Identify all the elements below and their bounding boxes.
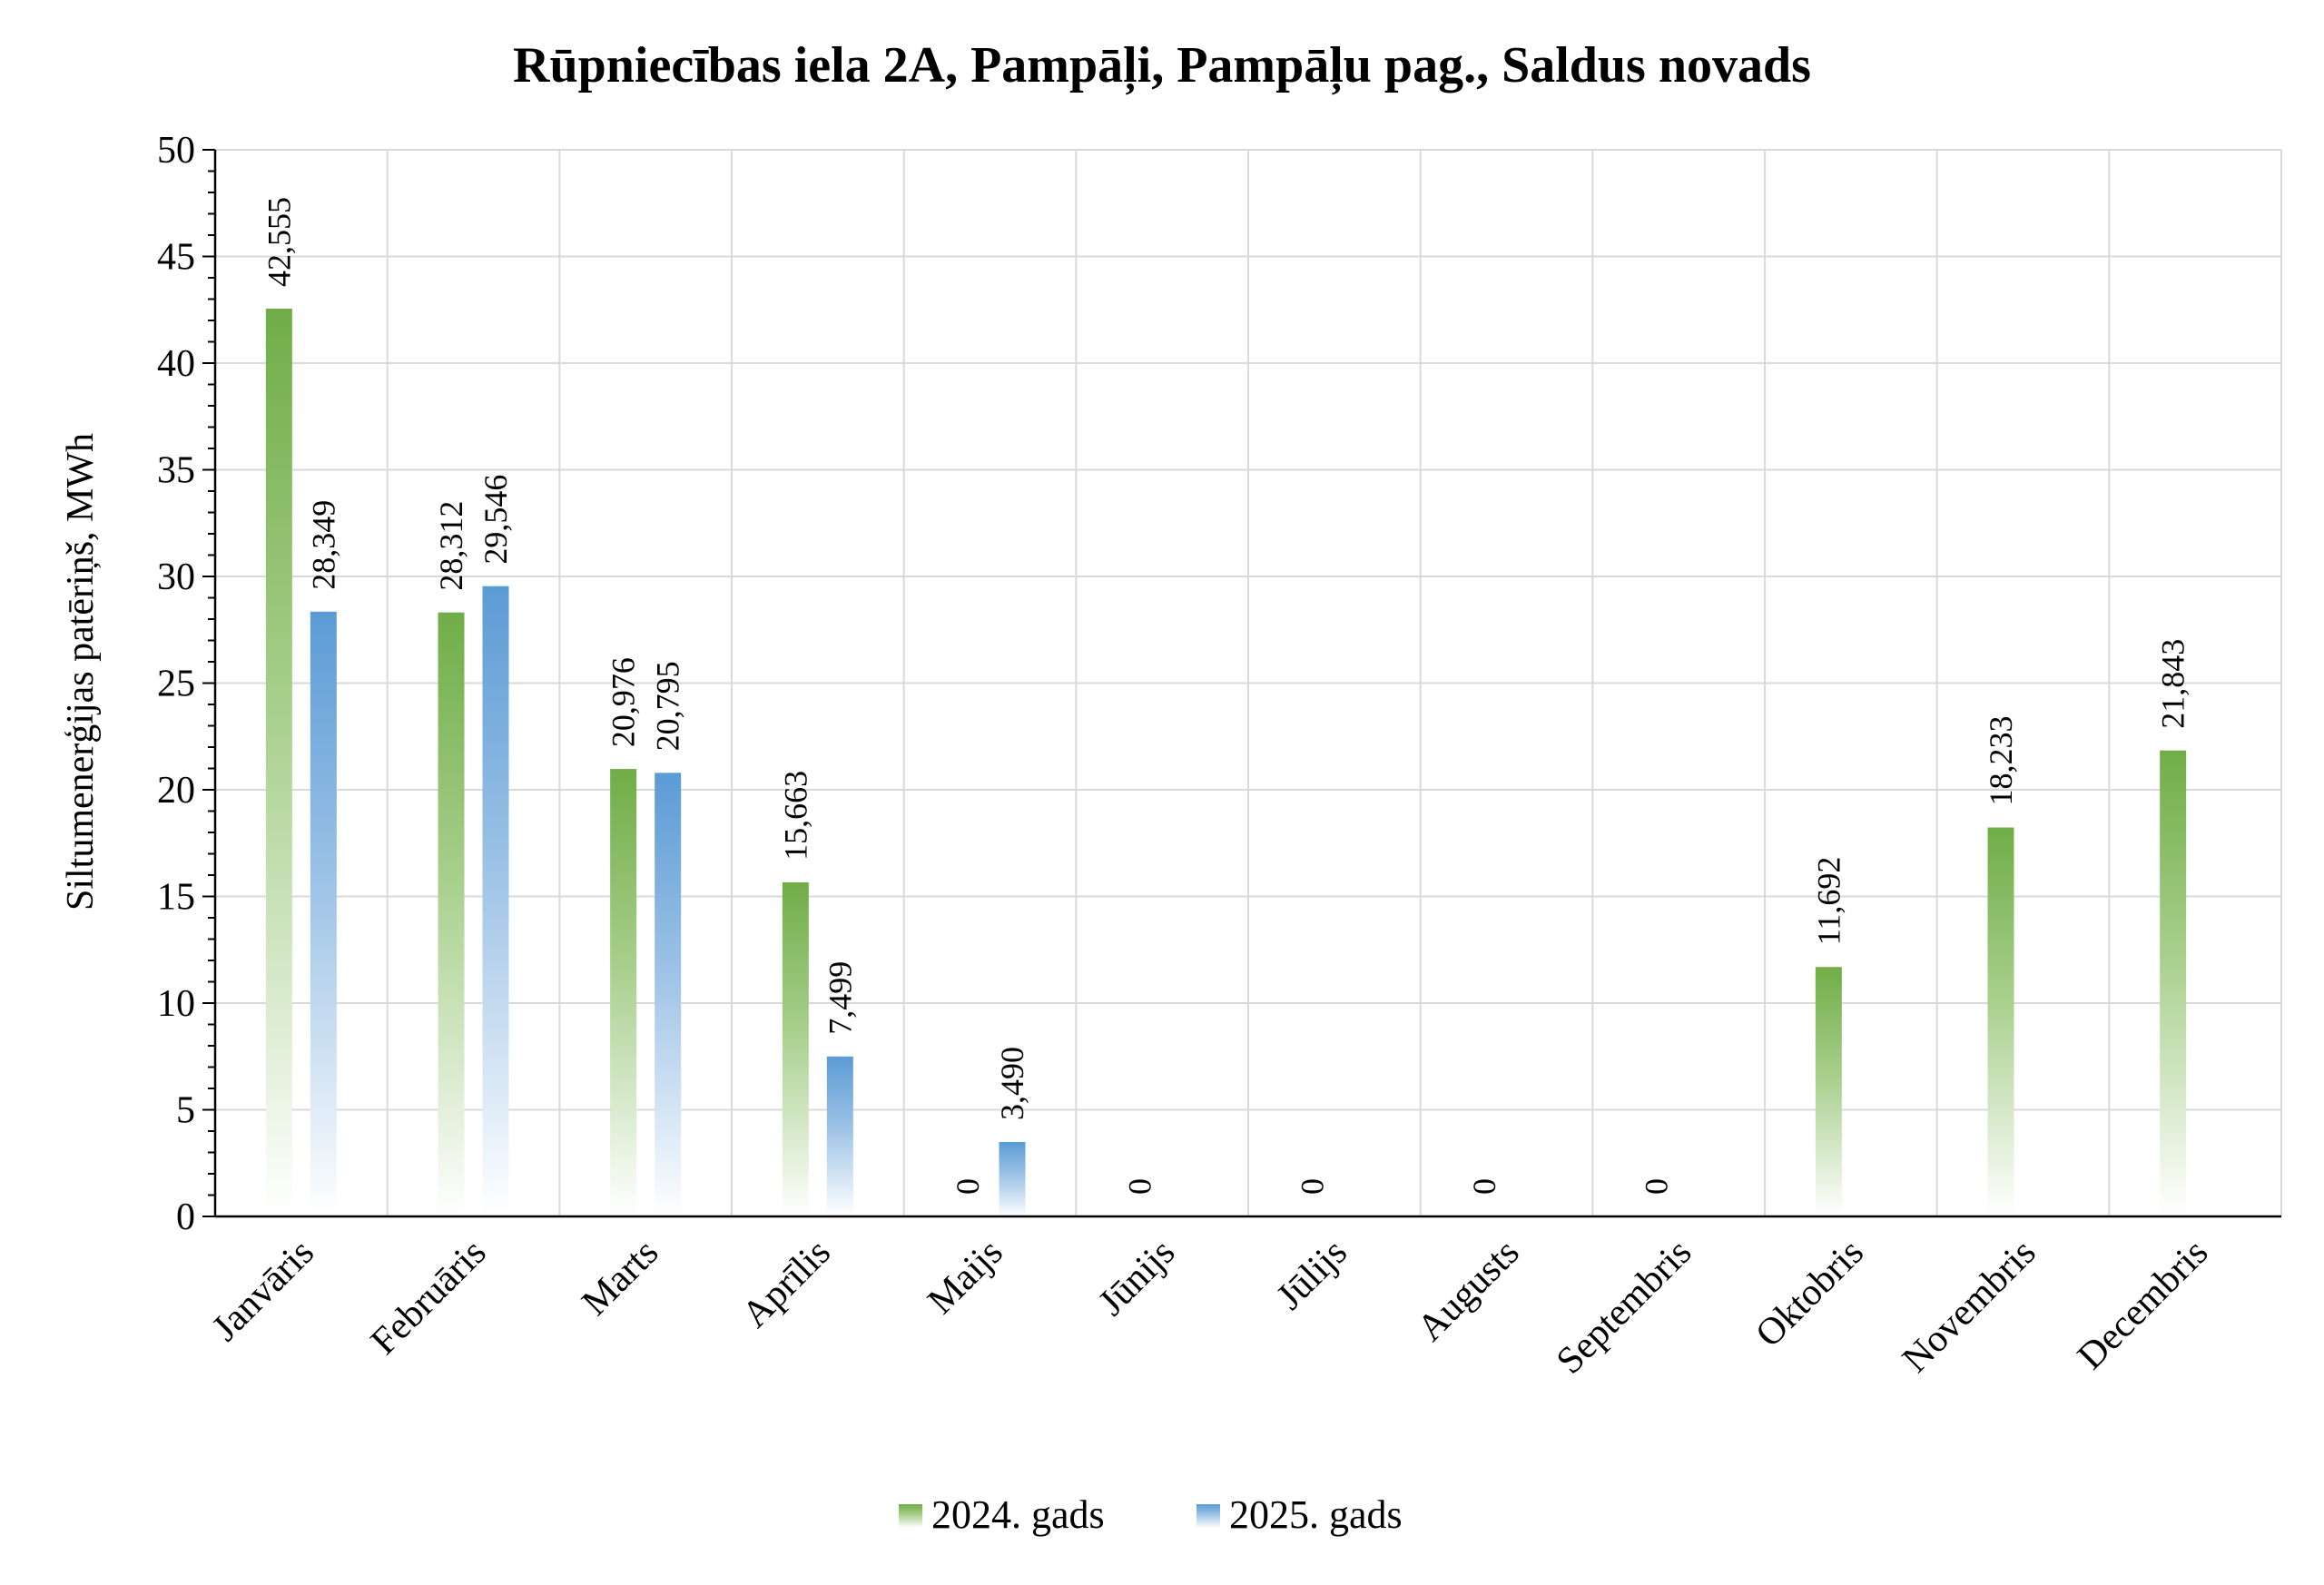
bar: [310, 611, 337, 1216]
data-label: 29,546: [478, 475, 514, 565]
x-tick-label: Septembris: [1549, 1232, 1699, 1383]
chart-title: Rūpniecības iela 2A, Pampāļi, Pampāļu pa…: [513, 37, 1811, 95]
data-label: 0: [1294, 1178, 1330, 1195]
y-tick-label: 15: [157, 877, 195, 919]
x-tick-label: Augusts: [1410, 1232, 1528, 1350]
data-label: 28,349: [305, 500, 341, 590]
bar: [438, 612, 465, 1216]
data-label: 0: [1466, 1178, 1502, 1195]
y-tick-label: 40: [157, 343, 195, 385]
data-label: 7,499: [822, 961, 858, 1035]
y-tick-label: 10: [157, 983, 195, 1025]
data-label: 42,555: [261, 197, 297, 287]
data-label: 18,233: [1983, 716, 2019, 806]
x-tick-labels: Janvāris Februāris Marts Aprīlis Maijs Jūnijs…: [204, 1232, 2216, 1383]
bar: [482, 586, 509, 1216]
y-tick-label: 0: [176, 1196, 195, 1238]
data-label: 20,976: [606, 657, 642, 747]
y-tick-label: 20: [157, 770, 195, 812]
data-label: 3,490: [994, 1047, 1030, 1120]
bar: [1987, 827, 2014, 1216]
bar: [265, 308, 292, 1216]
bar: [999, 1141, 1026, 1216]
legend-label: 2024. gads: [931, 1492, 1105, 1537]
bar: [1815, 967, 1842, 1216]
data-label: 28,312: [433, 501, 469, 591]
legend-swatch: [899, 1504, 922, 1528]
data-label: 15,663: [777, 771, 813, 861]
y-tick-label: 30: [157, 556, 195, 598]
bar: [826, 1056, 853, 1216]
bars: [265, 308, 2187, 1216]
bar: [782, 881, 809, 1216]
x-tick-label: Jūnijs: [1090, 1232, 1183, 1324]
y-tick-label: 35: [157, 450, 195, 492]
x-tick-label: Oktobris: [1748, 1232, 1871, 1355]
data-label: 0: [1122, 1178, 1158, 1195]
data-label: 20,795: [650, 661, 686, 751]
grid: [215, 149, 2282, 1216]
legend-swatch: [1196, 1504, 1220, 1528]
y-axis-label: Siltumenerģijas patēriņš, MWh: [60, 433, 102, 911]
x-tick-label: Aprīlis: [734, 1232, 839, 1336]
y-tick-label: 25: [157, 664, 195, 705]
axes: [202, 149, 2281, 1218]
x-tick-label: Maijs: [920, 1232, 1010, 1323]
x-tick-label: Janvāris: [204, 1232, 322, 1350]
x-tick-label: Jūlijs: [1269, 1232, 1355, 1318]
data-label: 11,692: [1810, 857, 1846, 946]
bar: [2160, 750, 2187, 1216]
data-label: 0: [950, 1178, 986, 1195]
legend-label: 2025. gads: [1229, 1492, 1403, 1537]
x-tick-label: Decembris: [2070, 1232, 2216, 1378]
y-tick-label: 50: [157, 130, 195, 172]
y-tick-labels: 0 5 10 15 20 25 30 35 40 45 50: [157, 130, 195, 1238]
legend: 2024. gads 2025. gads: [899, 1492, 1403, 1537]
data-labels: 42,555 28,349 28,312 29,546 20,976 20,795 15,6…: [261, 197, 2191, 1195]
x-tick-label: Novembris: [1895, 1232, 2044, 1382]
x-tick-label: Februāris: [363, 1232, 495, 1363]
y-tick-label: 5: [176, 1090, 195, 1132]
x-tick-label: Marts: [574, 1232, 666, 1324]
y-tick-label: 45: [157, 237, 195, 279]
bar: [655, 773, 682, 1216]
data-label: 21,843: [2155, 639, 2191, 729]
data-label: 0: [1639, 1178, 1675, 1195]
bar: [610, 769, 637, 1216]
